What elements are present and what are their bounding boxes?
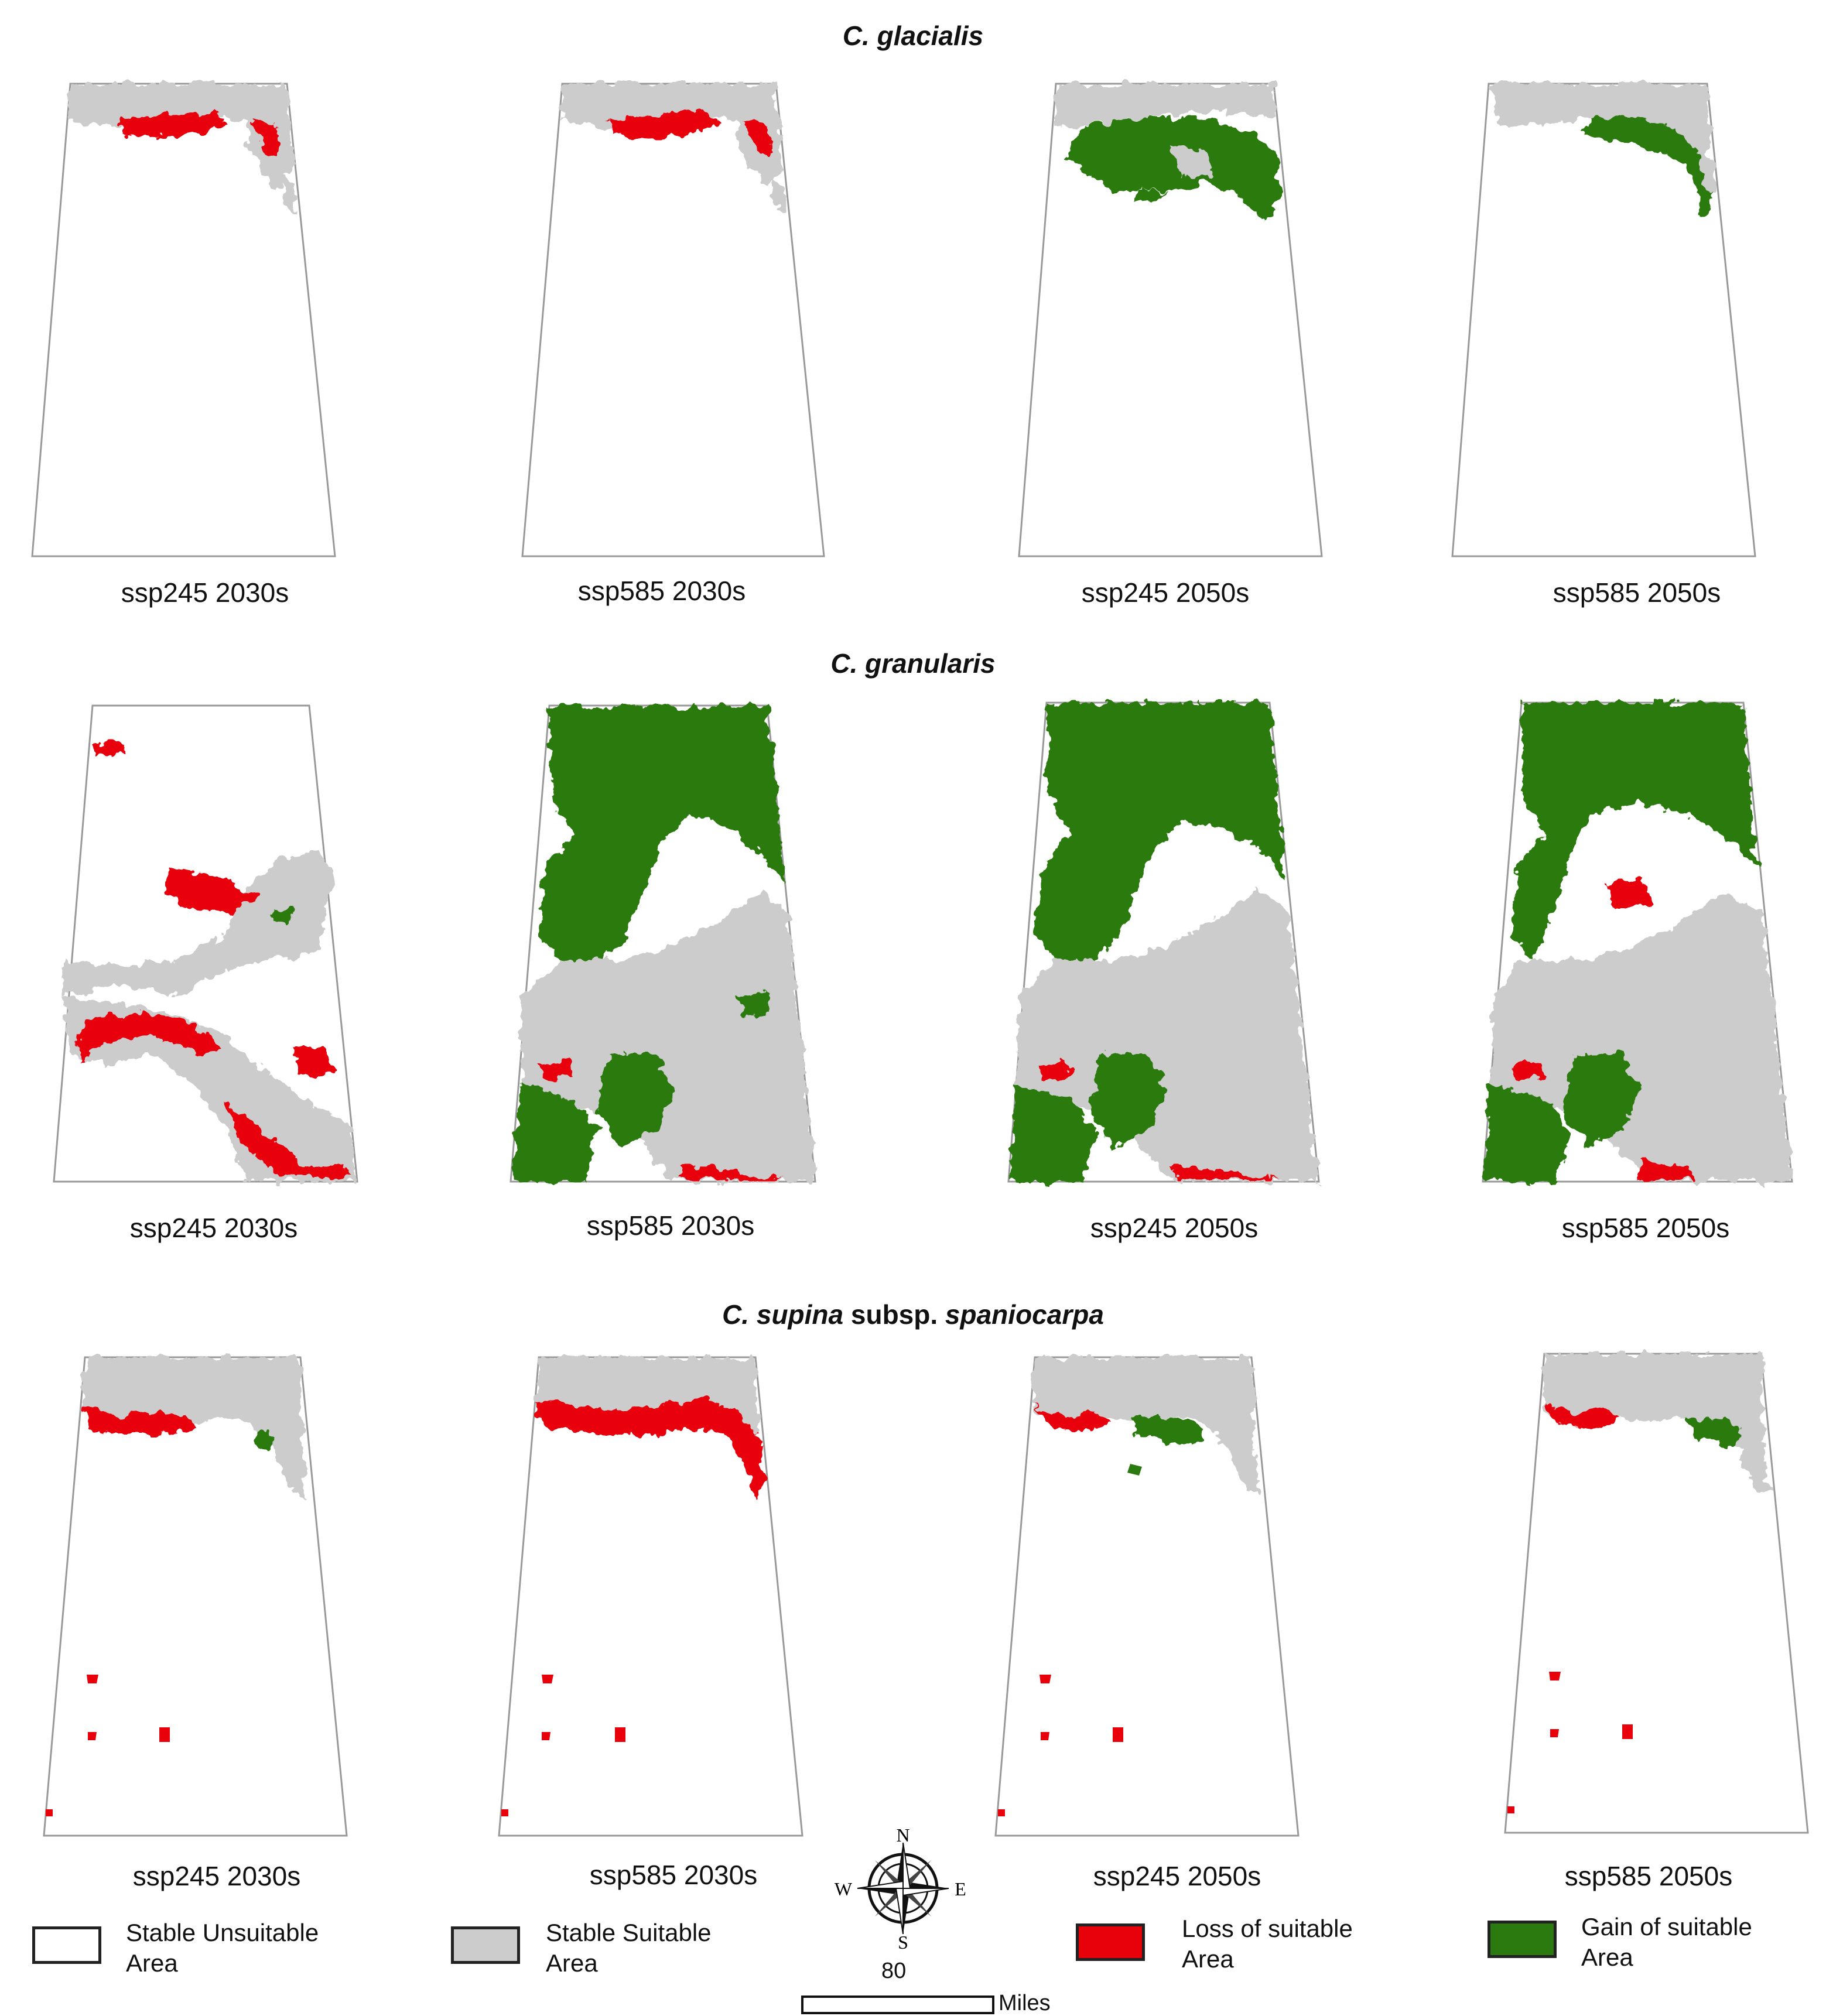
panel-caption: ssp245 2030s (121, 577, 289, 608)
legend-swatch-stable-suitable (451, 1926, 520, 1964)
compass-east-label: E (955, 1878, 966, 1899)
legend-label-gain: Gain of suitable Area (1581, 1913, 1752, 1971)
scale-unit: Miles (999, 1991, 1051, 2015)
map-granularis-ssp245-2030s (53, 704, 358, 1183)
species-name: C. supina (722, 1299, 844, 1330)
map-supina-ssp245-2030s (43, 1356, 348, 1837)
compass-south-label: S (898, 1932, 908, 1953)
panel-caption: ssp585 2050s (1564, 1861, 1733, 1891)
panel-caption: ssp585 2030s (586, 1210, 755, 1241)
species-title-glacialis: C. glacialis (0, 20, 1826, 52)
compass-west-label: W (835, 1878, 853, 1899)
panel-caption: ssp245 2050s (1090, 1213, 1259, 1243)
legend-swatch-gain (1488, 1921, 1557, 1958)
panel-caption: ssp585 2050s (1561, 1213, 1730, 1243)
scale-value: 80 (881, 1959, 907, 1983)
species-title-supina: C. supina subsp. spaniocarpa (0, 1299, 1826, 1330)
legend-label-stable-unsuitable: Stable Unsuitable Area (126, 1919, 319, 1977)
species-subsp: subsp. (843, 1299, 945, 1330)
legend-label-loss: Loss of suitable Area (1182, 1915, 1353, 1973)
legend-swatch-loss (1076, 1923, 1145, 1961)
panel-caption: ssp245 2050s (1093, 1861, 1261, 1891)
map-glacialis-ssp585-2050s (1451, 83, 1756, 557)
species-subsp-name: spaniocarpa (945, 1299, 1104, 1330)
species-name: C. granularis (830, 648, 996, 679)
panel-caption: ssp585 2030s (577, 576, 746, 606)
legend-swatch-stable-unsuitable (32, 1926, 101, 1964)
panel-caption: ssp245 2030s (132, 1861, 301, 1891)
panel-caption: ssp245 2030s (129, 1213, 298, 1243)
legend-label-stable-suitable: Stable Suitable Area (546, 1919, 712, 1977)
map-supina-ssp245-2050s (994, 1356, 1300, 1837)
compass-north-label: N (896, 1825, 909, 1846)
map-granularis-ssp245-2050s (1007, 701, 1320, 1183)
scale-bar (801, 1996, 994, 2014)
map-supina-ssp585-2050s (1504, 1353, 1809, 1834)
map-glacialis-ssp245-2050s (1018, 83, 1323, 557)
species-name: C. glacialis (842, 20, 984, 51)
map-glacialis-ssp585-2030s (521, 83, 825, 557)
compass-rose-icon (857, 1842, 949, 1935)
panel-caption: ssp245 2050s (1081, 577, 1250, 608)
panel-caption: ssp585 2050s (1553, 577, 1721, 608)
map-granularis-ssp585-2050s (1482, 701, 1793, 1183)
species-title-granularis: C. granularis (0, 648, 1826, 679)
panel-caption: ssp585 2030s (589, 1860, 758, 1890)
map-supina-ssp585-2030s (498, 1356, 803, 1837)
map-granularis-ssp585-2030s (509, 704, 816, 1183)
map-glacialis-ssp245-2030s (31, 83, 336, 557)
